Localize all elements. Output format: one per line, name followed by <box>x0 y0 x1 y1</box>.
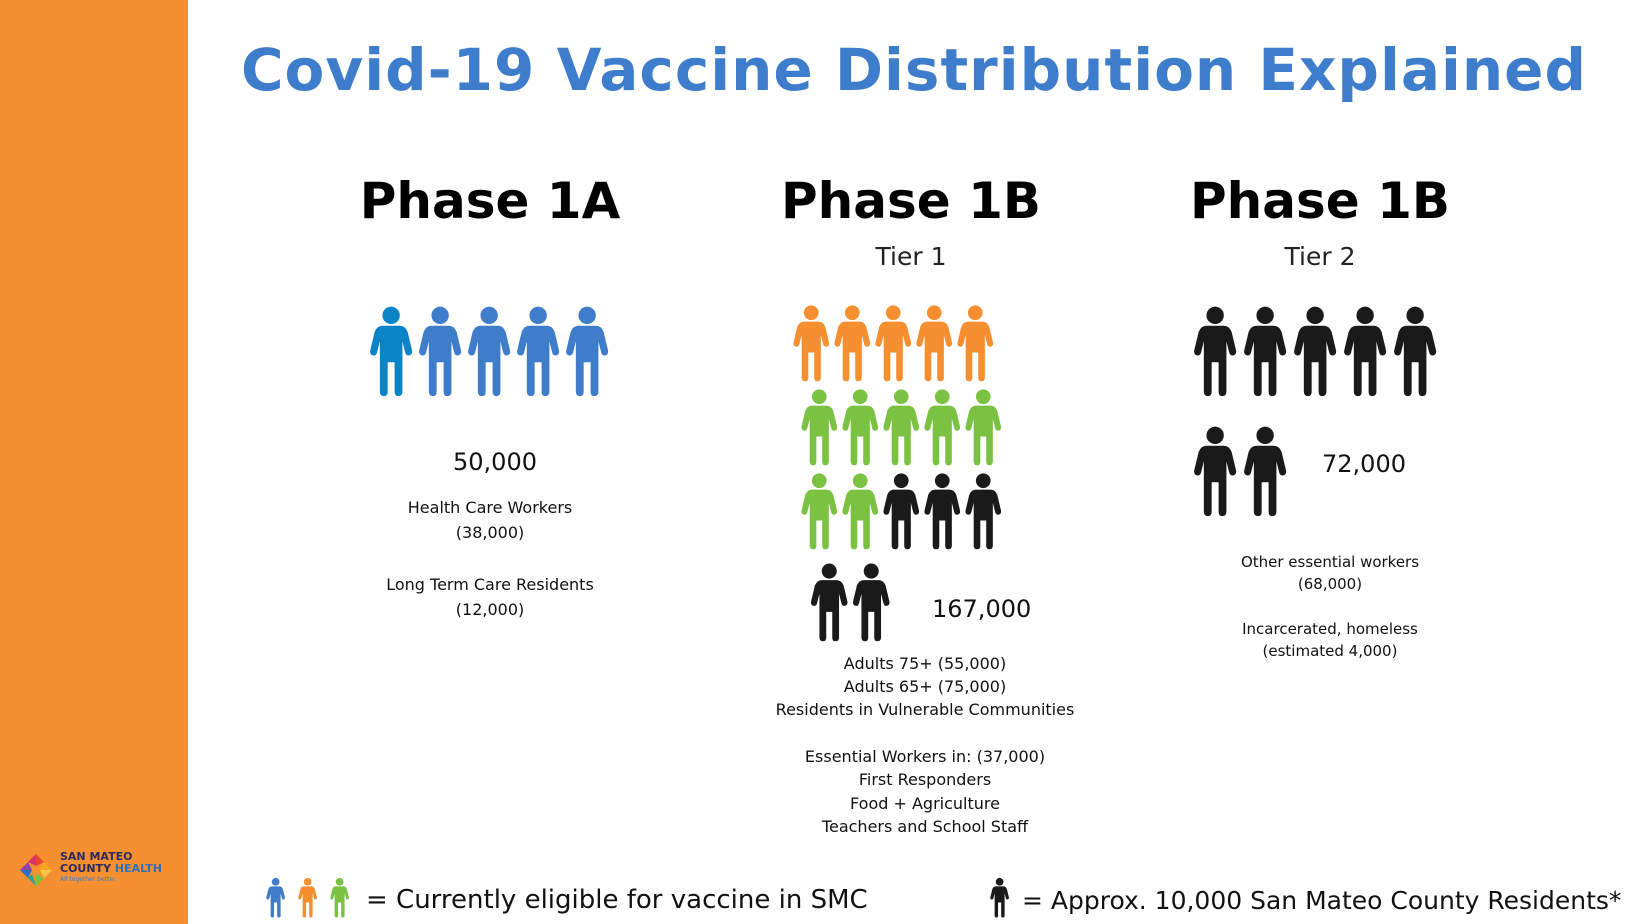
orange-sidebar <box>0 0 188 924</box>
person-icon <box>1194 306 1237 397</box>
legend-scale-text: = Approx. 10,000 San Mateo County Reside… <box>1022 886 1622 915</box>
logo-mark-icon <box>20 854 52 886</box>
person-icon <box>1244 306 1287 397</box>
phase-total: 72,000 <box>1322 450 1406 478</box>
person-icon <box>842 473 879 550</box>
group-label: Incarcerated, homeless <box>1242 620 1418 638</box>
san-mateo-county-health-logo: SAN MATEO COUNTY HEALTH All together bet… <box>18 848 168 888</box>
detail-line: Residents in Vulnerable Communities <box>775 700 1075 719</box>
person-icon <box>924 473 961 550</box>
phase-tier: Tier 1 <box>875 242 947 271</box>
person-icon <box>883 473 920 550</box>
logo-line-2: COUNTY HEALTH <box>60 863 162 875</box>
person-icon <box>1194 426 1237 517</box>
person-icon <box>957 305 994 382</box>
person-icon <box>468 306 511 397</box>
page-title: Covid-19 Vaccine Distribution Explained <box>240 36 1587 104</box>
phase-tier: Tier 2 <box>1284 242 1356 271</box>
phase-total: 167,000 <box>932 595 1032 623</box>
detail-line: First Responders <box>858 770 992 789</box>
person-icon <box>810 563 848 642</box>
person-icon <box>566 306 609 397</box>
detail-line: Essential Workers in: (37,000) <box>804 747 1046 766</box>
person-icon <box>801 473 838 550</box>
detail-line: Adults 75+ (55,000) <box>843 654 1007 673</box>
person-icon <box>419 306 462 397</box>
logo-health: HEALTH <box>114 862 163 875</box>
detail-line: Food + Agriculture <box>850 794 1000 813</box>
group-label: Health Care Workers <box>407 498 573 517</box>
phase-title: Phase 1A <box>359 172 621 230</box>
group-count: (38,000) <box>455 523 525 542</box>
person-icon <box>370 306 413 397</box>
logo-county: COUNTY <box>60 862 115 875</box>
person-icon <box>266 877 285 918</box>
person-icon <box>990 877 1009 918</box>
person-icon <box>1344 306 1387 397</box>
person-icon <box>965 473 1002 550</box>
detail-line: Teachers and School Staff <box>821 817 1029 836</box>
detail-line: Adults 65+ (75,000) <box>843 677 1007 696</box>
group-count: (estimated 4,000) <box>1262 642 1398 660</box>
person-icon <box>875 305 912 382</box>
person-icon <box>330 877 349 918</box>
person-icon <box>916 305 953 382</box>
group-label: Long Term Care Residents <box>386 575 594 594</box>
person-icon <box>1244 426 1287 517</box>
phase-1b-tier-1-column: Phase 1B Tier 1 167,000 Adults 75+ (55,0… <box>760 0 1090 924</box>
logo-line-1: SAN MATEO <box>60 850 133 863</box>
phase-1b-tier-2-column: Phase 1B Tier 2 72,000 Other essential w… <box>1170 0 1470 924</box>
person-icon <box>924 389 961 466</box>
person-icon <box>965 389 1002 466</box>
person-icon <box>852 563 890 642</box>
person-icon <box>517 306 560 397</box>
phase-title: Phase 1B <box>1190 172 1450 230</box>
phase-title: Phase 1B <box>781 172 1041 230</box>
person-icon <box>793 305 830 382</box>
person-icon <box>801 389 838 466</box>
person-icon <box>834 305 871 382</box>
phase-total: 50,000 <box>453 448 537 476</box>
group-label: Other essential workers <box>1240 553 1420 571</box>
group-count: (12,000) <box>455 600 525 619</box>
phase-1a-column: Phase 1A 50,000 Health Care Workers (38,… <box>340 0 640 924</box>
person-icon <box>883 389 920 466</box>
person-icon <box>298 877 317 918</box>
person-icon <box>842 389 879 466</box>
logo-tagline: All together better <box>60 876 116 883</box>
group-count: (68,000) <box>1297 575 1363 593</box>
person-icon <box>1294 306 1337 397</box>
person-icon <box>1394 306 1437 397</box>
legend-eligible-text: = Currently eligible for vaccine in SMC <box>366 885 868 915</box>
